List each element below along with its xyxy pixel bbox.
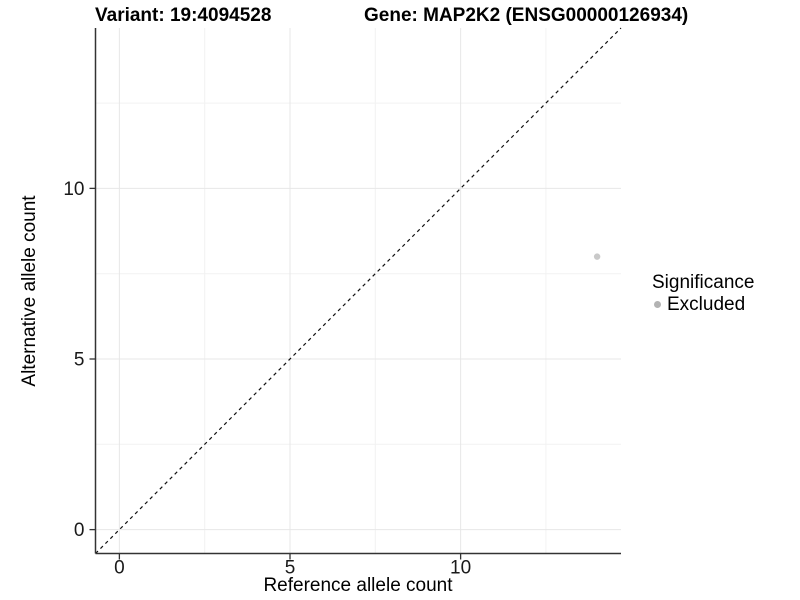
y-tick-label: 5	[74, 349, 85, 370]
legend: Significance Excluded	[652, 272, 754, 315]
y-axis-title: Alternative allele count	[19, 195, 40, 387]
legend-point-icon	[654, 301, 661, 308]
x-tick-label: 10	[450, 558, 471, 579]
plot-title-gene: Gene: MAP2K2 (ENSG00000126934)	[364, 5, 689, 26]
legend-title: Significance	[652, 272, 755, 293]
legend-item-label: Excluded	[667, 294, 746, 315]
x-tick-label: 5	[285, 558, 296, 579]
x-axis-title: Reference allele count	[263, 575, 453, 596]
x-tick-label: 0	[114, 558, 125, 579]
identity-dashed-line	[95, 27, 622, 554]
y-tick-label: 0	[74, 520, 85, 541]
legend-item-excluded: Excluded	[652, 294, 754, 315]
y-tick-label: 10	[63, 179, 84, 200]
data-point	[593, 253, 601, 260]
plot-title-variant: Variant: 19:4094528	[95, 5, 272, 26]
